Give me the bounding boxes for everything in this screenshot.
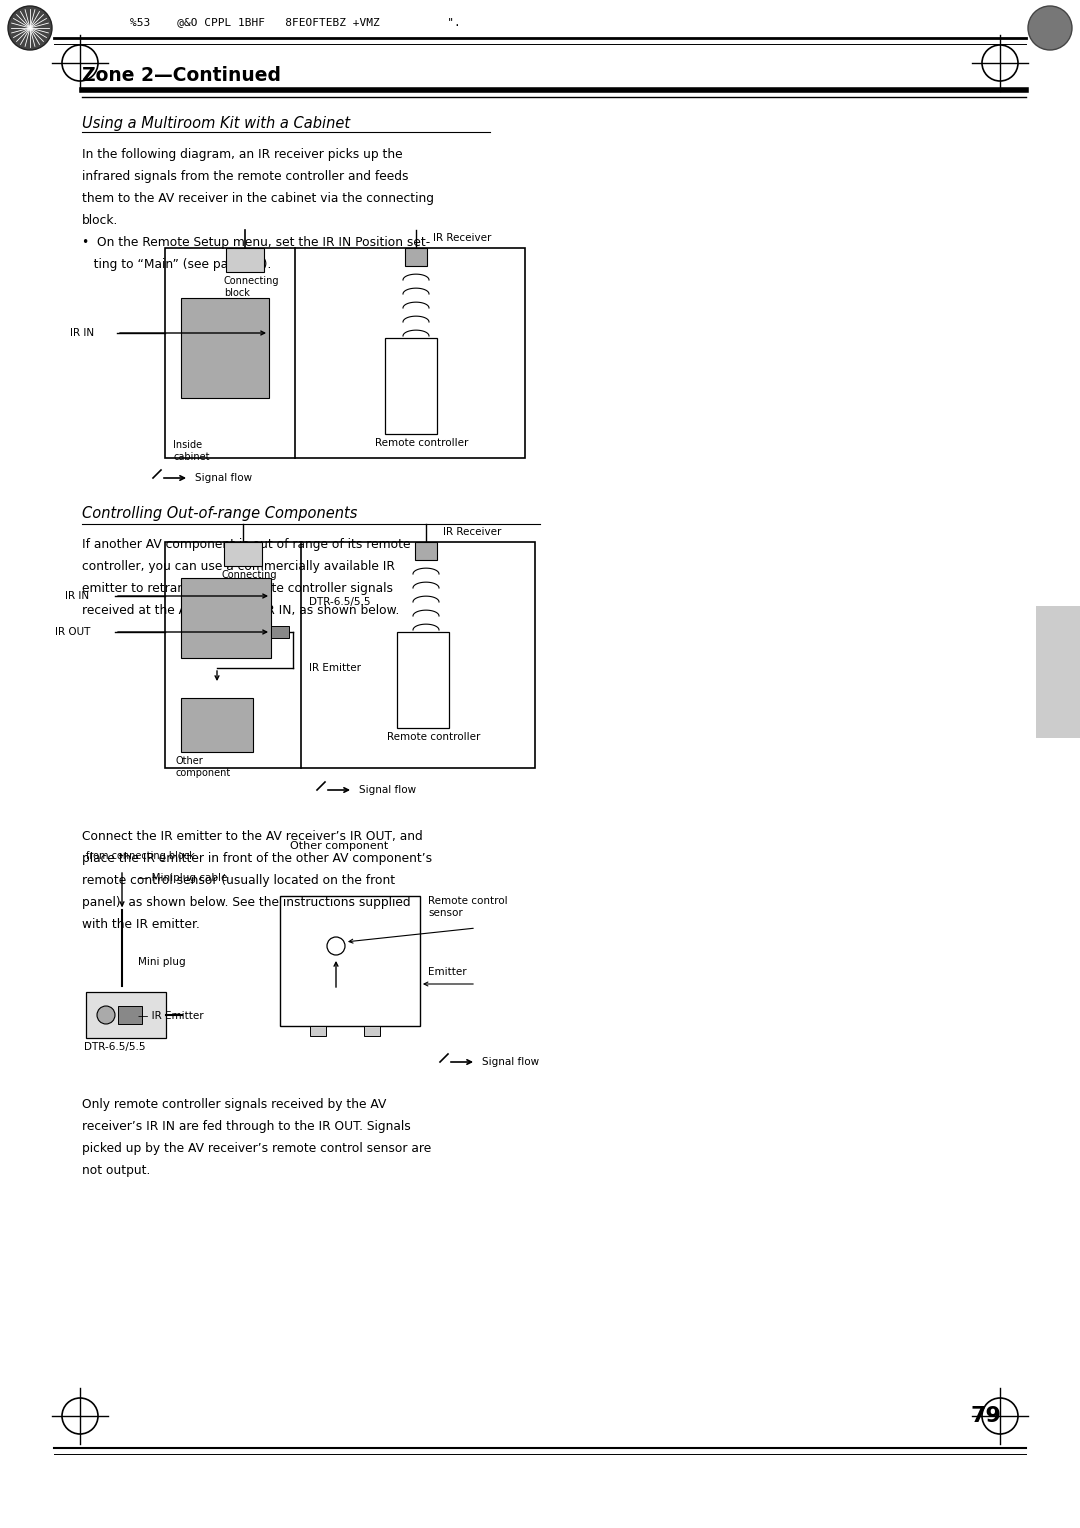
Text: Controlling Out-of-range Components: Controlling Out-of-range Components [82, 506, 357, 521]
Text: Emitter: Emitter [428, 967, 467, 976]
Text: Connecting
block: Connecting block [224, 277, 280, 298]
Text: panel), as shown below. See the instructions supplied: panel), as shown below. See the instruct… [82, 895, 410, 909]
Text: emitter to retransmit the remote controller signals: emitter to retransmit the remote control… [82, 582, 393, 594]
Text: If another AV component is out of range of its remote: If another AV component is out of range … [82, 538, 410, 552]
Circle shape [327, 937, 345, 955]
Text: place the IR emitter in front of the other AV component’s: place the IR emitter in front of the oth… [82, 853, 432, 865]
Circle shape [97, 1005, 114, 1024]
Text: receiver’s IR IN are fed through to the IR OUT. Signals: receiver’s IR IN are fed through to the … [82, 1120, 410, 1132]
Bar [226, 248, 264, 272]
Bar [364, 1025, 380, 1036]
Circle shape [8, 6, 52, 50]
Text: DTR-6.5/5.5: DTR-6.5/5.5 [309, 597, 370, 607]
Bar [224, 542, 262, 565]
Text: Other component: Other component [291, 840, 388, 851]
Text: them to the AV receiver in the cabinet via the connecting: them to the AV receiver in the cabinet v… [82, 193, 434, 205]
Text: Mini plug: Mini plug [138, 957, 186, 967]
Text: Remote controller: Remote controller [387, 732, 481, 743]
Text: from connecting block: from connecting block [86, 851, 194, 860]
Text: controller, you can use a commercially available IR: controller, you can use a commercially a… [82, 559, 395, 573]
Bar [86, 992, 166, 1038]
Text: Connecting
block: Connecting block [222, 570, 278, 591]
Text: Remote controller: Remote controller [375, 439, 469, 448]
Bar [405, 248, 427, 266]
Text: block.: block. [82, 214, 119, 228]
Circle shape [1028, 6, 1072, 50]
Text: IR Receiver: IR Receiver [433, 232, 491, 243]
Text: IR Receiver: IR Receiver [443, 527, 501, 536]
Bar [271, 626, 289, 639]
Bar [280, 895, 420, 1025]
Text: Other
component: Other component [175, 756, 230, 778]
Bar [415, 542, 437, 559]
Text: — Miniplug cable: — Miniplug cable [138, 872, 228, 883]
Text: not output.: not output. [82, 1164, 150, 1177]
Text: Inside
cabinet: Inside cabinet [173, 440, 210, 461]
Text: Remote control
sensor: Remote control sensor [428, 897, 508, 918]
Text: Signal flow: Signal flow [195, 474, 252, 483]
Bar [165, 542, 535, 769]
Text: DTR-6.5/5.5: DTR-6.5/5.5 [84, 1042, 146, 1051]
Bar [397, 633, 449, 727]
Bar [384, 338, 437, 434]
Text: — IR Emitter: — IR Emitter [138, 1012, 204, 1021]
Bar [310, 1025, 326, 1036]
Text: Only remote controller signals received by the AV: Only remote controller signals received … [82, 1099, 387, 1111]
Text: with the IR emitter.: with the IR emitter. [82, 918, 200, 931]
Text: picked up by the AV receiver’s remote control sensor are: picked up by the AV receiver’s remote co… [82, 1141, 431, 1155]
Text: Using a Multiroom Kit with a Cabinet: Using a Multiroom Kit with a Cabinet [82, 116, 350, 131]
Text: Signal flow: Signal flow [359, 785, 416, 795]
Text: received at the AV receiver’s IR IN, as shown below.: received at the AV receiver’s IR IN, as … [82, 604, 400, 617]
Text: In the following diagram, an IR receiver picks up the: In the following diagram, an IR receiver… [82, 148, 403, 160]
Bar [181, 698, 253, 752]
Text: ting to “Main” (see page 72).: ting to “Main” (see page 72). [82, 258, 271, 270]
Text: remote control sensor (usually located on the front: remote control sensor (usually located o… [82, 874, 395, 886]
Bar [1036, 607, 1080, 738]
Text: %53    @&O CPPL 1BHF   8FEOFTEBZ +VMZ          ".: %53 @&O CPPL 1BHF 8FEOFTEBZ +VMZ ". [130, 17, 461, 28]
Bar [181, 298, 269, 397]
Text: infrared signals from the remote controller and feeds: infrared signals from the remote control… [82, 170, 408, 183]
Text: IR Emitter: IR Emitter [309, 663, 361, 672]
Bar [165, 248, 525, 458]
Text: IR IN: IR IN [70, 329, 94, 338]
Text: Signal flow: Signal flow [482, 1057, 539, 1067]
Text: •  On the Remote Setup menu, set the IR IN Position set-: • On the Remote Setup menu, set the IR I… [82, 235, 430, 249]
Text: Zone 2—Continued: Zone 2—Continued [82, 66, 281, 86]
Text: 79: 79 [970, 1406, 1001, 1426]
Bar [118, 1005, 141, 1024]
Bar [181, 578, 271, 659]
Text: IR IN: IR IN [65, 591, 90, 601]
Text: IR OUT: IR OUT [55, 626, 91, 637]
Text: Connect the IR emitter to the AV receiver’s IR OUT, and: Connect the IR emitter to the AV receive… [82, 830, 422, 843]
